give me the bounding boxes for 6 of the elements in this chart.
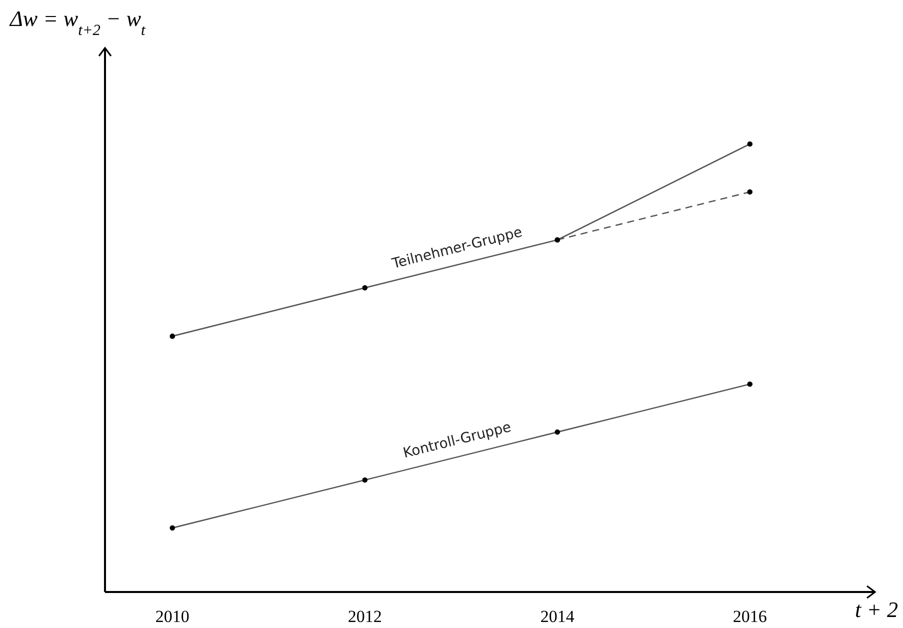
y-axis-title: Δw = w$_{t+2}$ − w$_{t}$ [9, 6, 146, 38]
x-tick-label: 2014 [540, 607, 575, 626]
x-tick-label: 2010 [155, 607, 190, 626]
x-tick-label: 2016 [732, 607, 767, 626]
x-axis-title: t + 2 [855, 597, 898, 622]
x-tick-label: 2012 [348, 607, 382, 626]
